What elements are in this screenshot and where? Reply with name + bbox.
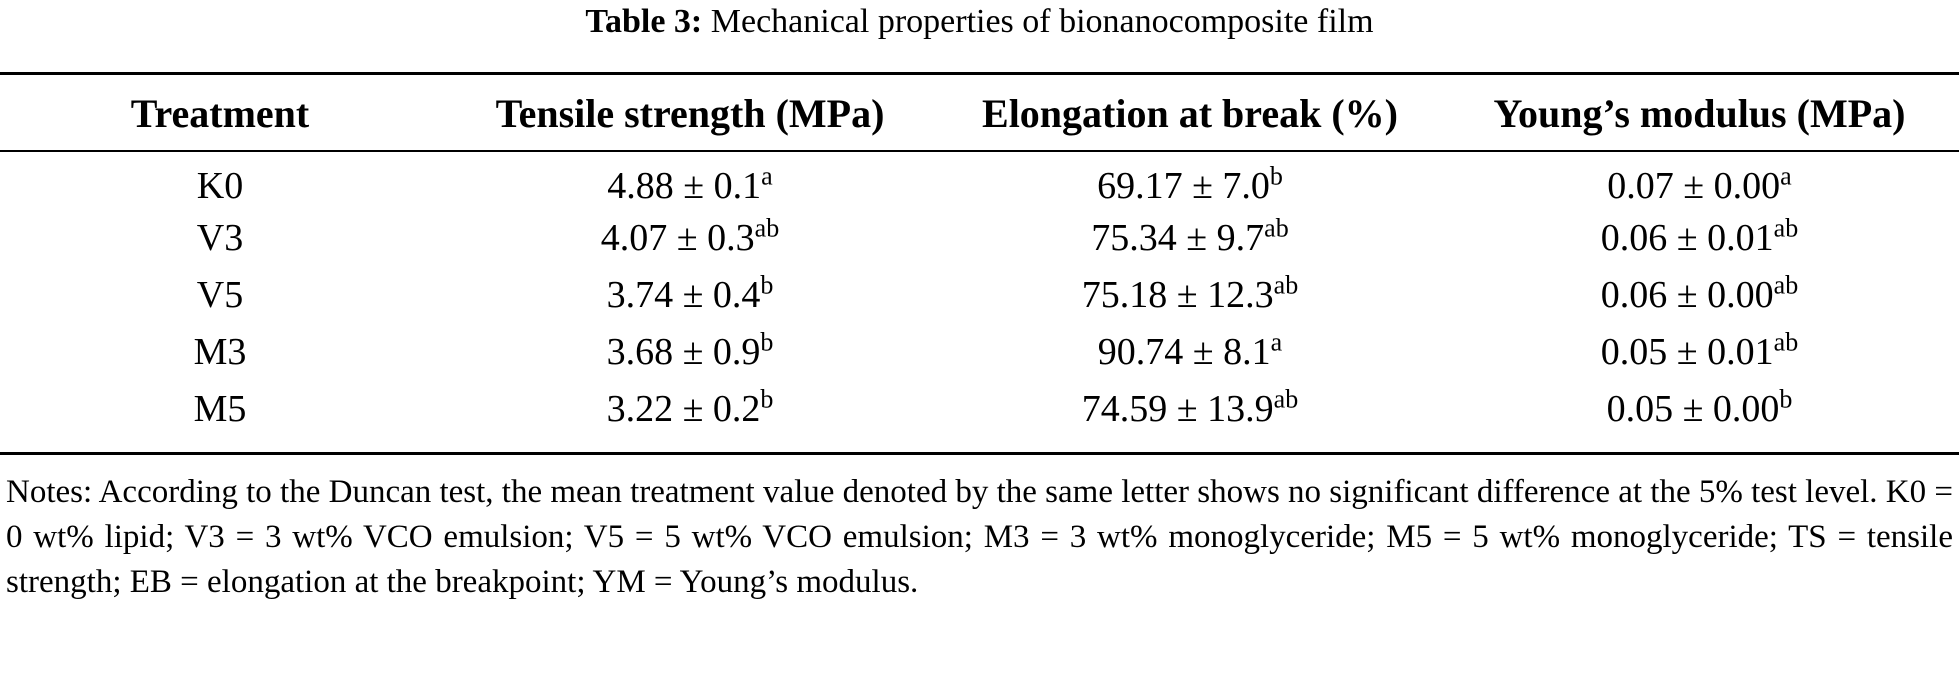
significance-letter: b <box>1269 160 1283 190</box>
cell-tensile-strength: 3.74 ± 0.4b <box>440 266 940 323</box>
significance-letter: b <box>760 269 774 299</box>
significance-letter: a <box>761 160 773 190</box>
cell-value: 74.59 ± 13.9 <box>1081 387 1274 430</box>
cell-value: 0.05 ± 0.00 <box>1606 387 1780 430</box>
cell-value: 3.68 ± 0.9 <box>606 330 761 373</box>
table-caption-label: Table 3: <box>585 3 703 40</box>
cell-value: 0.07 ± 0.00 <box>1607 164 1781 207</box>
significance-letter: ab <box>1273 269 1299 299</box>
significance-letter: ab <box>1273 383 1299 413</box>
table-row: M5 3.22 ± 0.2b 74.59 ± 13.9ab 0.05 ± 0.0… <box>0 380 1959 437</box>
cell-value: 75.34 ± 9.7 <box>1091 216 1265 259</box>
cell-tensile-strength: 3.68 ± 0.9b <box>440 323 940 380</box>
cell-elongation: 69.17 ± 7.0b <box>940 150 1440 209</box>
cell-value: 4.07 ± 0.3 <box>600 216 755 259</box>
cell-value: 69.17 ± 7.0 <box>1097 164 1270 207</box>
table-caption: Table 3: Mechanical properties of bionan… <box>0 0 1959 44</box>
table-bottom-rule <box>0 452 1959 455</box>
cell-treatment: K0 <box>196 164 244 207</box>
table-row: M3 3.68 ± 0.9b 90.74 ± 8.1a 0.05 ± 0.01a… <box>0 323 1959 380</box>
significance-letter: b <box>1779 383 1793 413</box>
header-tensile-strength: Tensile strength (MPa) <box>495 90 885 136</box>
table-row: K0 4.88 ± 0.1a 69.17 ± 7.0b 0.07 ± 0.00a <box>0 150 1959 209</box>
table-notes: Notes: According to the Duncan test, the… <box>6 474 1953 600</box>
cell-elongation: 75.34 ± 9.7ab <box>940 209 1440 266</box>
cell-treatment: M3 <box>193 330 247 373</box>
header-elongation-at-break: Elongation at break (%) <box>982 90 1398 136</box>
header-youngs-modulus: Young’s modulus (MPa) <box>1493 90 1906 136</box>
significance-letter: ab <box>1773 269 1799 299</box>
cell-value: 3.22 ± 0.2 <box>606 387 761 430</box>
cell-youngs-modulus: 0.06 ± 0.00ab <box>1440 266 1959 323</box>
cell-youngs-modulus: 0.05 ± 0.00b <box>1440 380 1959 437</box>
cell-treatment: V3 <box>196 216 244 259</box>
significance-letter: b <box>760 383 774 413</box>
table-header-rule <box>0 150 1959 152</box>
table-row: V5 3.74 ± 0.4b 75.18 ± 12.3ab 0.06 ± 0.0… <box>0 266 1959 323</box>
cell-elongation: 90.74 ± 8.1a <box>940 323 1440 380</box>
cell-value: 0.06 ± 0.01 <box>1600 216 1774 259</box>
significance-letter: ab <box>1264 212 1289 242</box>
cell-tensile-strength: 3.22 ± 0.2b <box>440 380 940 437</box>
significance-letter: ab <box>1773 212 1799 242</box>
table-caption-title: Mechanical properties of bionanocomposit… <box>710 3 1374 40</box>
cell-value: 3.74 ± 0.4 <box>606 273 761 316</box>
cell-value: 75.18 ± 12.3 <box>1081 273 1274 316</box>
significance-letter: a <box>1270 326 1283 356</box>
cell-tensile-strength: 4.07 ± 0.3ab <box>440 209 940 266</box>
cell-treatment: M5 <box>193 387 247 430</box>
table-row: V3 4.07 ± 0.3ab 75.34 ± 9.7ab 0.06 ± 0.0… <box>0 209 1959 266</box>
cell-value: 0.06 ± 0.00 <box>1600 273 1774 316</box>
cell-treatment: V5 <box>196 273 244 316</box>
table-top-rule <box>0 72 1959 75</box>
cell-youngs-modulus: 0.07 ± 0.00a <box>1440 150 1959 209</box>
table-header-row: Treatment Tensile strength (MPa) Elongat… <box>0 76 1959 150</box>
cell-value: 90.74 ± 8.1 <box>1097 330 1271 373</box>
header-treatment: Treatment <box>130 90 310 136</box>
cell-tensile-strength: 4.88 ± 0.1a <box>440 150 940 209</box>
mechanical-properties-table: Treatment Tensile strength (MPa) Elongat… <box>0 76 1959 437</box>
cell-youngs-modulus: 0.05 ± 0.01ab <box>1440 323 1959 380</box>
significance-letter: a <box>1780 160 1792 190</box>
significance-letter: ab <box>754 212 780 242</box>
cell-value: 0.05 ± 0.01 <box>1600 330 1774 373</box>
significance-letter: b <box>760 326 774 356</box>
cell-elongation: 75.18 ± 12.3ab <box>940 266 1440 323</box>
cell-elongation: 74.59 ± 13.9ab <box>940 380 1440 437</box>
cell-value: 4.88 ± 0.1 <box>607 164 762 207</box>
significance-letter: ab <box>1773 326 1799 356</box>
cell-youngs-modulus: 0.06 ± 0.01ab <box>1440 209 1959 266</box>
